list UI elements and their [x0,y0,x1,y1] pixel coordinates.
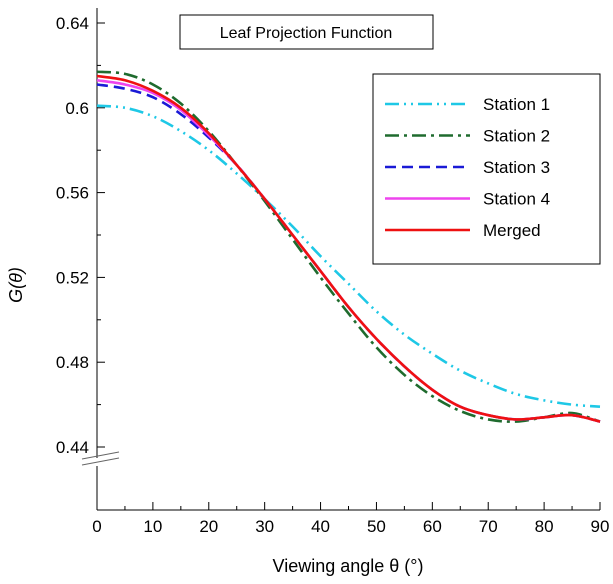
x-tick-label: 30 [255,517,274,536]
chart-title: Leaf Projection Function [220,25,393,42]
axis-break-line [81,457,120,466]
x-tick-label: 70 [479,517,498,536]
x-ticks: 0 10 20 30 40 50 60 70 80 90 [92,502,609,536]
y-axis-title: G(θ) [6,267,26,303]
legend-label-station-2: Station 2 [483,127,550,146]
y-tick-label: 0.44 [56,438,89,457]
legend-label-station-1: Station 1 [483,95,550,114]
title-box-frame [179,14,434,50]
y-tick-label: 0.56 [56,184,89,203]
y-tick-label: 0.64 [56,14,89,33]
x-tick-label: 90 [591,517,610,536]
legend-frame [372,73,601,265]
y-tick-label: 0.48 [56,353,89,372]
x-tick-label: 20 [199,517,218,536]
x-tick-label: 60 [423,517,442,536]
series-line-merged [96,74,601,423]
x-tick-label: 80 [535,517,554,536]
axis-break-line [81,451,120,460]
x-tick-label: 0 [92,517,101,536]
legend-label-station-3: Station 3 [483,158,550,177]
x-tick-label: 40 [311,517,330,536]
series-line-station-1 [96,104,601,409]
legend: Station 1 Station 2 Station 3 Station 4 Merg… [372,73,601,265]
x-tick-label: 10 [143,517,162,536]
x-tick-label: 50 [367,517,386,536]
y-tick-label: 0.52 [56,268,89,287]
chart-title-box: Leaf Projection Function [179,14,434,50]
legend-label-merged: Merged [483,221,541,240]
y-tick-label: 0.6 [65,99,89,118]
x-axis-title: Viewing angle θ (°) [273,556,424,576]
legend-label-station-4: Station 4 [483,190,550,209]
y-axis-break-mark [81,451,120,466]
series-line-station-2 [96,70,601,423]
y-ticks: 0.44 0.48 0.52 0.56 0.6 0.64 [56,14,105,457]
series-group [96,70,601,423]
